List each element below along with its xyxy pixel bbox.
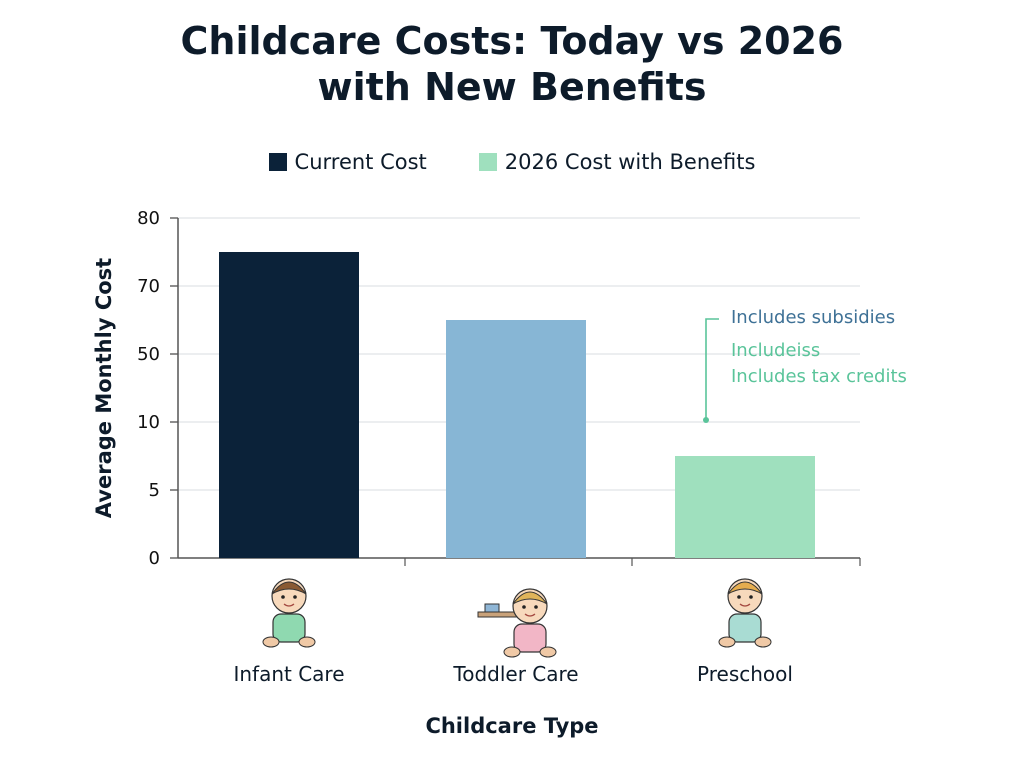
y-tick-label: 5: [149, 480, 160, 501]
bar-infant-care: [219, 252, 359, 558]
preschool-illustration: [718, 578, 772, 648]
bar-preschool: [675, 456, 815, 558]
y-tick-label: 50: [137, 344, 160, 365]
x-tick-label-infant: Infant Care: [233, 662, 345, 686]
infant-care-illustration: [262, 578, 316, 648]
x-tick-label-preschool: Preschool: [697, 662, 793, 686]
toddler-care-illustration: [503, 588, 557, 658]
chart-title: Childcare Costs: Today vs 2026 with New …: [0, 18, 1024, 110]
legend-item-current: Current Cost: [268, 150, 427, 174]
chart-title-line2: with New Benefits: [317, 65, 707, 109]
x-tick-label-toddler: Toddler Care: [453, 662, 579, 686]
annotation-includeiss: Includeiss: [731, 340, 821, 361]
y-axis-label: Average Monthly Cost: [92, 257, 116, 519]
annotation-bracket: [705, 318, 719, 420]
legend-swatch-2026: [478, 153, 497, 171]
legend-label-2026: 2026 Cost with Benefits: [504, 150, 756, 174]
legend-item-2026: 2026 Cost with Benefits: [478, 150, 756, 174]
annotation-subsidies: Includes subsidies: [731, 307, 896, 328]
y-tick-label: 70: [137, 276, 160, 297]
chart-title-line1: Childcare Costs: Today vs 2026: [180, 19, 844, 63]
legend-swatch-current: [268, 153, 287, 171]
legend-label-current: Current Cost: [294, 150, 427, 174]
legend: Current Cost 2026 Cost with Benefits: [0, 150, 1024, 174]
bar-toddler-care: [446, 320, 586, 558]
x-axis-label: Childcare Type: [425, 714, 599, 738]
toddler-desk: [477, 611, 519, 618]
annotation-tax-credits: Includes tax credits: [731, 366, 907, 387]
toddler-desk-toy: [484, 603, 500, 613]
y-tick-label: 10: [137, 412, 160, 433]
annotation-dot: [703, 417, 709, 423]
y-tick-label: 0: [149, 548, 160, 569]
y-tick-label: 80: [137, 208, 160, 229]
